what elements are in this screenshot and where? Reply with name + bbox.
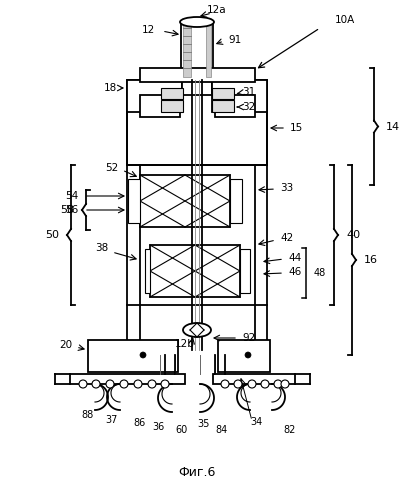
Text: 34: 34: [250, 417, 262, 427]
Circle shape: [148, 380, 156, 388]
Bar: [206, 25, 211, 77]
Bar: [127, 80, 267, 165]
Text: 20: 20: [59, 340, 72, 350]
Text: 16: 16: [364, 255, 378, 265]
Bar: [215, 95, 255, 117]
Text: 12b: 12b: [175, 339, 195, 349]
Text: 38: 38: [95, 243, 108, 253]
Text: 54: 54: [65, 191, 78, 201]
Text: 10A: 10A: [335, 15, 355, 25]
Bar: [240, 249, 250, 293]
Text: 84: 84: [216, 425, 228, 435]
Text: 82: 82: [284, 425, 296, 435]
Bar: [212, 80, 267, 112]
Text: 46: 46: [288, 267, 301, 277]
Bar: [161, 100, 183, 112]
Bar: [128, 179, 140, 223]
Circle shape: [281, 380, 289, 388]
Ellipse shape: [180, 17, 214, 27]
Text: 60: 60: [176, 425, 188, 435]
Text: 15: 15: [290, 123, 303, 133]
Circle shape: [106, 380, 114, 388]
Bar: [212, 100, 234, 112]
Bar: [181, 22, 213, 80]
Text: 91: 91: [228, 35, 241, 45]
Text: Фиг.6: Фиг.6: [178, 466, 216, 479]
Circle shape: [161, 380, 169, 388]
Circle shape: [234, 380, 242, 388]
Bar: [140, 95, 180, 117]
Ellipse shape: [183, 323, 211, 337]
Text: 12a: 12a: [207, 5, 227, 15]
Text: 88: 88: [81, 410, 93, 420]
Text: 42: 42: [280, 233, 293, 243]
Bar: [140, 175, 230, 227]
Text: 48: 48: [314, 268, 326, 278]
Bar: [213, 374, 295, 384]
Text: 40: 40: [346, 230, 360, 240]
Bar: [212, 88, 234, 99]
Text: 56: 56: [65, 205, 78, 215]
Circle shape: [261, 380, 269, 388]
Circle shape: [79, 380, 87, 388]
Text: 12: 12: [142, 25, 155, 35]
Text: 52: 52: [105, 163, 118, 173]
Bar: [127, 80, 182, 112]
Text: 31: 31: [242, 87, 255, 97]
Bar: [145, 249, 150, 293]
Circle shape: [92, 380, 100, 388]
Circle shape: [140, 352, 146, 358]
Bar: [150, 245, 240, 297]
Text: 35: 35: [198, 419, 210, 429]
Circle shape: [221, 380, 229, 388]
Circle shape: [274, 380, 282, 388]
Text: 44: 44: [288, 253, 301, 263]
Bar: [218, 340, 270, 372]
Circle shape: [245, 352, 251, 358]
Bar: [230, 179, 242, 223]
Circle shape: [134, 380, 142, 388]
Text: 36: 36: [152, 422, 164, 432]
Bar: [182, 80, 212, 95]
Text: 14: 14: [386, 121, 400, 132]
Text: 50: 50: [45, 230, 59, 240]
Bar: [161, 88, 183, 99]
Text: 32: 32: [242, 102, 255, 112]
Text: 37: 37: [106, 415, 118, 425]
Circle shape: [120, 380, 128, 388]
Bar: [183, 25, 191, 77]
Circle shape: [248, 380, 256, 388]
Text: 18: 18: [103, 83, 117, 93]
Bar: [140, 68, 255, 82]
Bar: [88, 340, 178, 372]
Bar: [70, 374, 185, 384]
Text: 33: 33: [280, 183, 293, 193]
Text: 92: 92: [242, 333, 255, 343]
Text: 86: 86: [134, 418, 146, 428]
Text: 58: 58: [60, 205, 74, 215]
